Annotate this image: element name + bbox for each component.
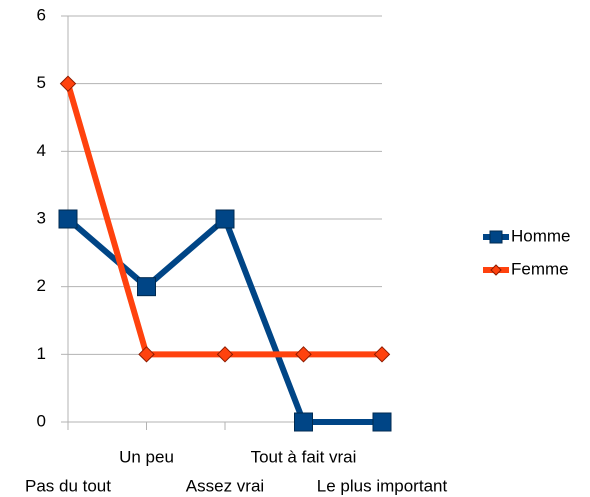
y-tick-label: 4 [37, 141, 46, 160]
marker [294, 412, 313, 432]
legend-marker [490, 264, 502, 276]
marker [373, 346, 391, 363]
legend-marker [489, 230, 503, 244]
y-tick-label: 1 [37, 344, 46, 363]
x-tick-label: Un peu [119, 447, 174, 466]
marker [138, 346, 155, 363]
marker [372, 412, 392, 432]
y-tick-label: 6 [37, 5, 46, 24]
marker [137, 277, 156, 297]
y-tick-label: 5 [37, 73, 46, 92]
y-tick-label: 3 [37, 208, 46, 227]
legend-label: Homme [511, 226, 571, 245]
x-tick-label: Pas du tout [25, 476, 111, 495]
marker [58, 209, 78, 229]
legend-label: Femme [511, 259, 569, 278]
marker [216, 346, 234, 363]
marker [215, 209, 235, 229]
y-tick-label: 2 [37, 276, 46, 295]
marker [59, 75, 77, 92]
x-tick-label: Assez vrai [186, 476, 264, 495]
x-tick-label: Le plus important [317, 476, 448, 495]
y-tick-label: 0 [37, 411, 46, 430]
marker [295, 346, 312, 363]
x-tick-label: Tout à fait vrai [251, 447, 357, 466]
